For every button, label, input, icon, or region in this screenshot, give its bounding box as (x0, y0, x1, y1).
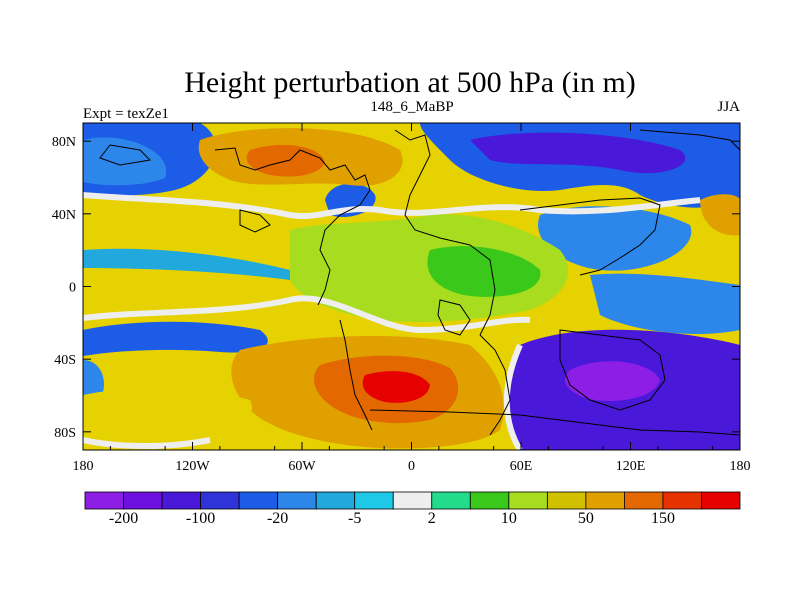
colorbar-label: -5 (348, 510, 361, 527)
zero-contour-band (83, 192, 701, 219)
lat-tick-label: 0 (69, 281, 76, 296)
colorbar-swatch (546, 491, 587, 510)
colorbar-swatch (315, 491, 356, 510)
indian-ocean-green-region (427, 246, 541, 297)
colorbar-swatch (585, 491, 625, 510)
north-pacific-low-inner-region (83, 137, 167, 186)
colorbar-swatch (238, 491, 279, 510)
lat-tick-label: 40S (54, 353, 76, 368)
lon-tick-label: 60W (288, 459, 316, 474)
lon-tick-label: 120E (616, 459, 646, 474)
lat-tick-label: 80S (54, 426, 76, 441)
lat-tick-label: 80N (52, 135, 76, 150)
south-atlantic-high-core-region (362, 371, 430, 403)
lon-tick-label: 180 (73, 459, 94, 474)
coastlines (99, 129, 740, 436)
colorbar-label: 50 (578, 510, 594, 527)
figure-title: Height perturbation at 500 hPa (in m) (184, 66, 636, 99)
lat-tick-label: 40N (52, 208, 76, 223)
colorbar-swatch (624, 491, 664, 510)
season-label: JJA (717, 99, 740, 115)
zero-contour-band (83, 437, 211, 449)
colorbar-swatch (161, 491, 201, 510)
lon-tick-label: 60E (510, 459, 533, 474)
south-pacific-low-region (83, 321, 268, 356)
colorbar-label: 2 (428, 510, 436, 527)
colorbar-label: 10 (501, 510, 517, 527)
colorbar-swatch (84, 491, 124, 510)
colorbar-label: -20 (267, 510, 288, 527)
colorbar-swatch (431, 491, 471, 510)
asia-mid-low-region (538, 206, 692, 271)
zero-contour-band (83, 295, 531, 334)
longitude-axis: 180 120W 60W 0 60E 120E 180 (73, 123, 751, 474)
colorbar-label: -200 (109, 510, 138, 527)
lon-tick-label: 180 (730, 459, 751, 474)
colorbar: -200 -100 -20 -5 2 10 50 150 (84, 491, 741, 527)
colorbar-swatch (354, 491, 394, 510)
colorbar-swatch (392, 491, 433, 510)
colorbar-swatch (701, 491, 741, 510)
colorbar-swatch (277, 491, 317, 510)
colorbar-swatch (662, 491, 702, 510)
time-label: 148_6_MaBP (370, 99, 453, 115)
colorbar-swatch (469, 491, 510, 510)
colorbar-swatch (200, 491, 240, 510)
lon-tick-label: 120W (175, 459, 210, 474)
east-pacific-high-region (700, 194, 740, 236)
tropical-pacific-band-region (83, 248, 290, 280)
south-pacific-yellow-region (83, 388, 252, 447)
experiment-label: Expt = texZe1 (83, 106, 169, 122)
colorbar-swatch (508, 491, 548, 510)
colorbar-label: -100 (186, 510, 215, 527)
colorbar-swatch (123, 491, 163, 510)
contour-map (83, 123, 740, 450)
south-indian-low-core-region (565, 361, 660, 401)
indo-pacific-blue-region (590, 273, 740, 335)
north-asia-low-inner-region (470, 132, 686, 174)
latitude-axis: 80N 40N 0 40S 80S (52, 135, 740, 441)
lon-tick-label: 0 (408, 459, 415, 474)
colorbar-label: 150 (651, 510, 675, 527)
